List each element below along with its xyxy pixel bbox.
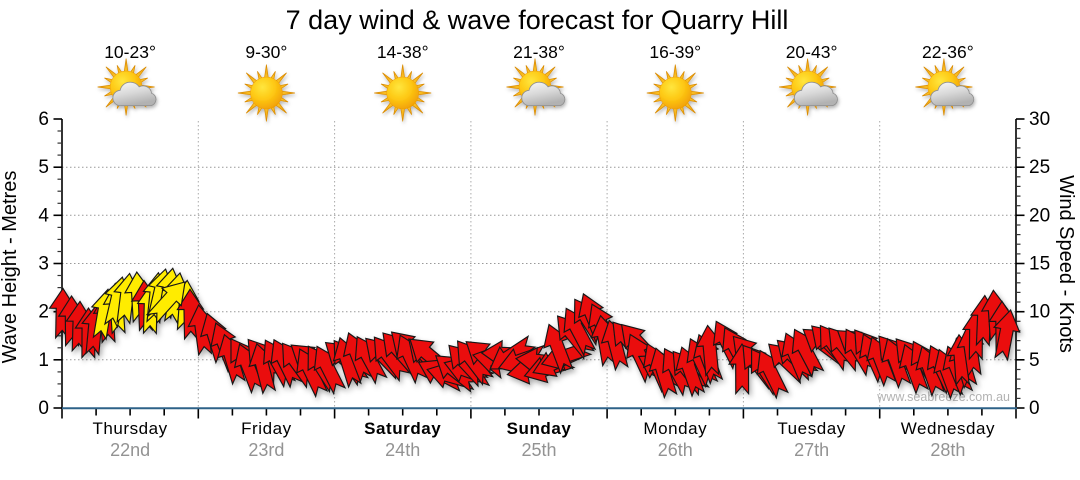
svg-text:1: 1 xyxy=(38,350,49,371)
svg-text:Friday: Friday xyxy=(241,419,292,438)
svg-text:3: 3 xyxy=(38,254,49,275)
svg-text:0: 0 xyxy=(38,398,49,419)
svg-text:23rd: 23rd xyxy=(248,440,284,460)
svg-text:Wednesday: Wednesday xyxy=(901,419,995,438)
svg-text:30: 30 xyxy=(1029,109,1050,130)
svg-text:9-30°: 9-30° xyxy=(245,42,287,62)
svg-text:Thursday: Thursday xyxy=(92,419,167,438)
svg-text:10-23°: 10-23° xyxy=(104,42,156,62)
svg-text:25: 25 xyxy=(1029,157,1050,178)
svg-text:14-38°: 14-38° xyxy=(377,42,429,62)
svg-text:7 day wind & wave forecast for: 7 day wind & wave forecast for Quarry Hi… xyxy=(286,5,789,35)
svg-text:20: 20 xyxy=(1029,205,1050,226)
svg-text:5: 5 xyxy=(38,157,49,178)
svg-text:0: 0 xyxy=(1029,398,1040,419)
svg-text:10: 10 xyxy=(1029,302,1050,323)
svg-text:2: 2 xyxy=(38,302,49,323)
svg-text:25th: 25th xyxy=(521,440,556,460)
svg-text:21-38°: 21-38° xyxy=(513,42,565,62)
svg-text:15: 15 xyxy=(1029,254,1050,275)
svg-text:22nd: 22nd xyxy=(110,440,150,460)
svg-text:6: 6 xyxy=(38,109,49,130)
svg-text:5: 5 xyxy=(1029,350,1040,371)
svg-text:Sunday: Sunday xyxy=(507,419,572,438)
svg-text:27th: 27th xyxy=(794,440,829,460)
svg-text:16-39°: 16-39° xyxy=(649,42,701,62)
svg-text:26th: 26th xyxy=(658,440,693,460)
svg-text:22-36°: 22-36° xyxy=(922,42,974,62)
svg-text:Tuesday: Tuesday xyxy=(777,419,845,438)
svg-text:Monday: Monday xyxy=(643,419,707,438)
svg-text:24th: 24th xyxy=(385,440,420,460)
svg-text:www.seabreeze.com.au: www.seabreeze.com.au xyxy=(876,390,1010,404)
svg-text:28th: 28th xyxy=(930,440,965,460)
svg-text:Wave Height - Metres: Wave Height - Metres xyxy=(0,171,21,364)
svg-text:20-43°: 20-43° xyxy=(786,42,838,62)
svg-text:Saturday: Saturday xyxy=(364,419,441,438)
svg-text:Wind Speed - Knots: Wind Speed - Knots xyxy=(1055,175,1077,353)
svg-text:4: 4 xyxy=(38,205,49,226)
